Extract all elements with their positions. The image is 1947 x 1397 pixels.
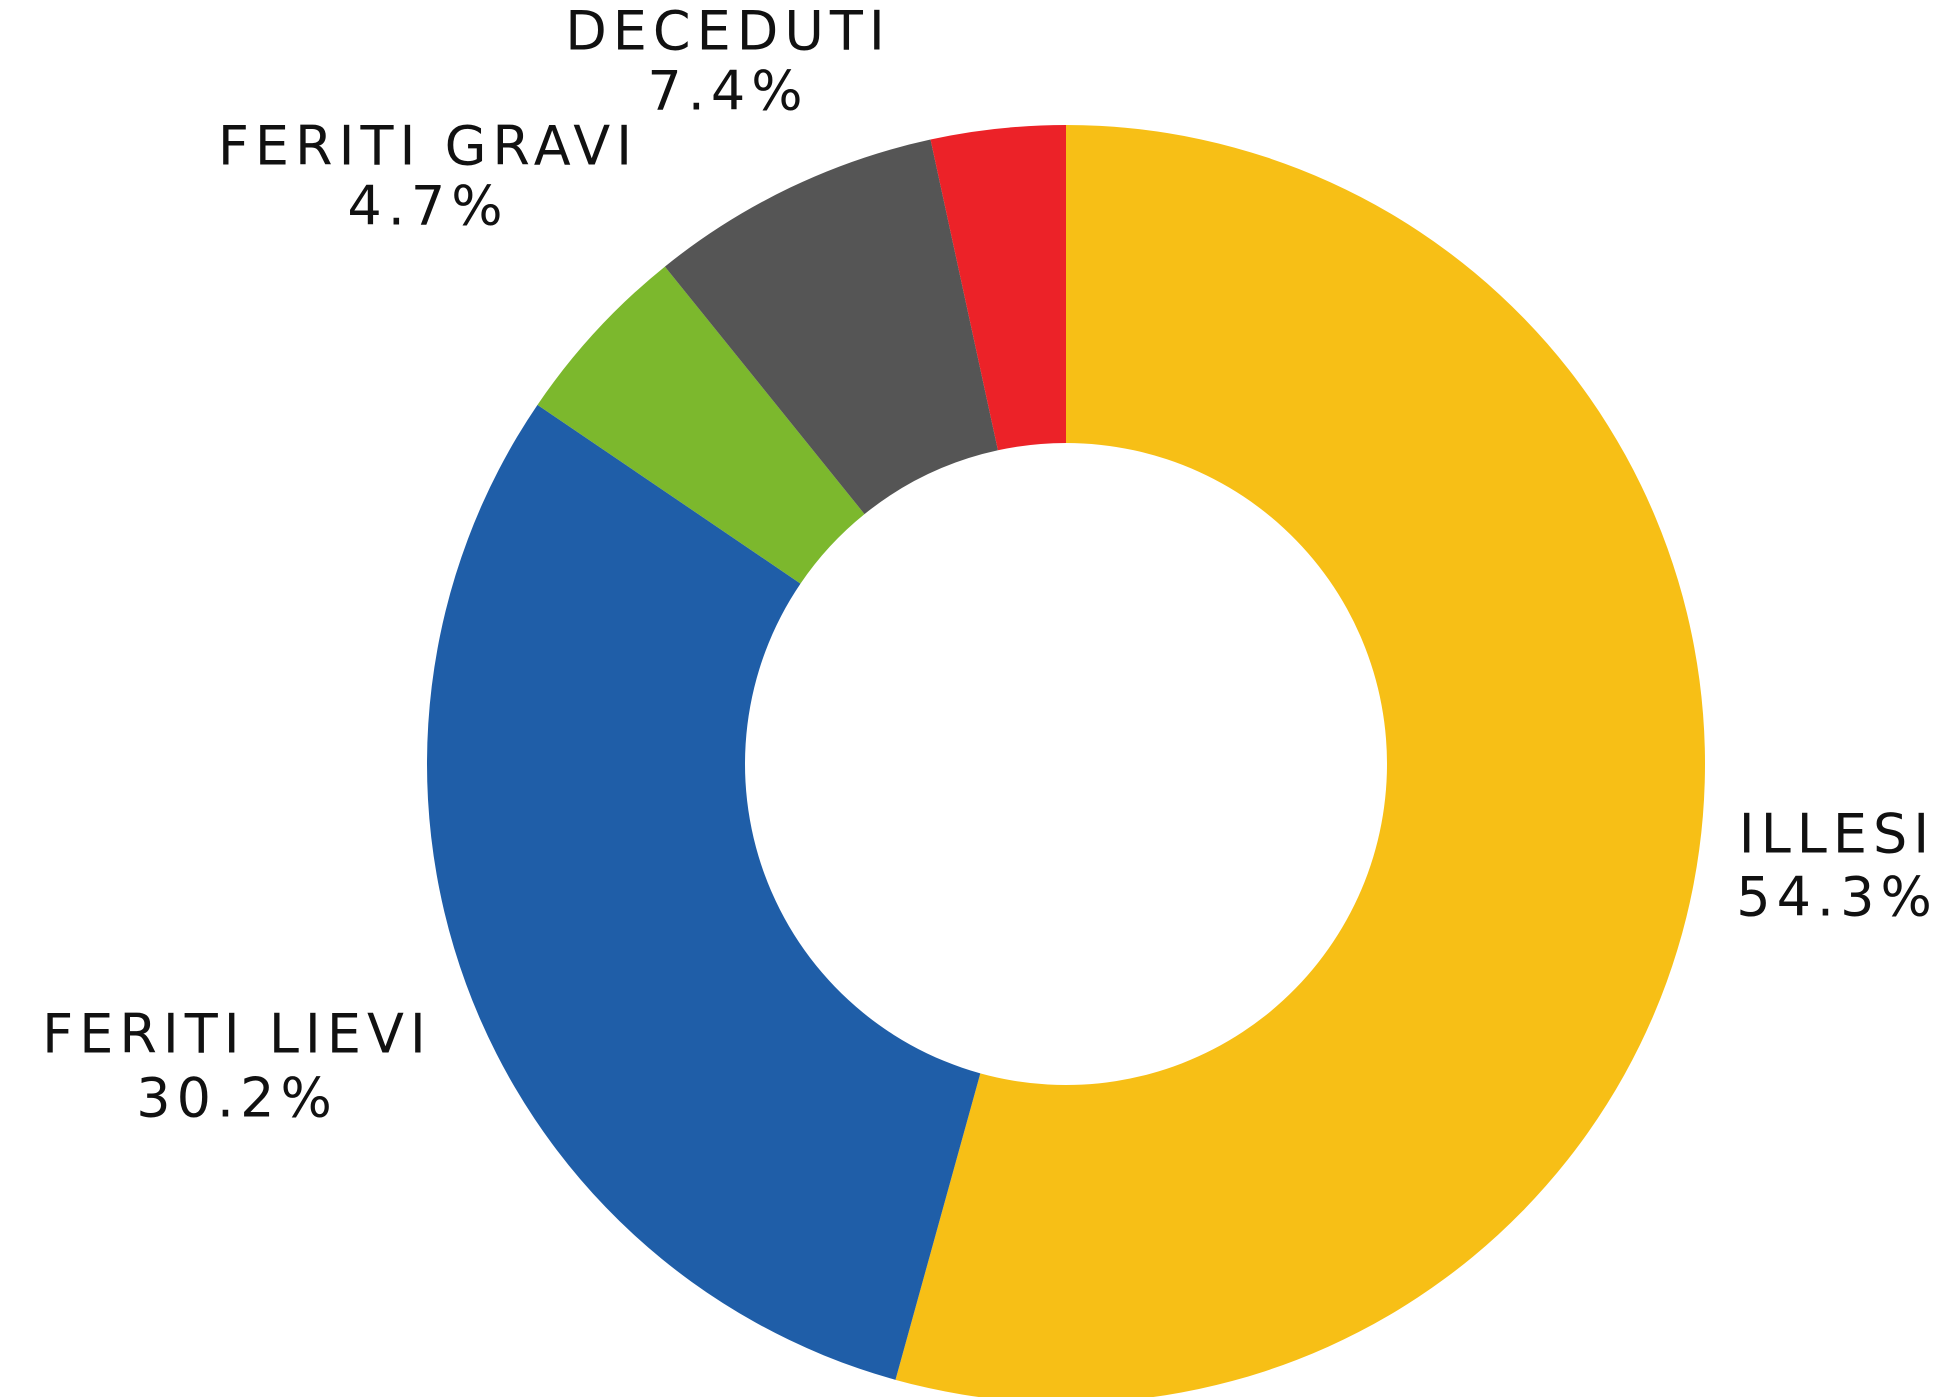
donut-slice — [537, 266, 865, 584]
donut-slice — [895, 125, 1705, 1397]
slice-label: DECEDUTI — [565, 0, 891, 63]
slice-label: ILLESI — [1739, 803, 1935, 866]
slice-value-label: 30.2% — [136, 1067, 338, 1130]
slice-label: FERITI GRAVI — [218, 115, 638, 178]
donut-slice — [426, 404, 981, 1380]
slice-value-label: 54.3% — [1736, 866, 1938, 929]
donut-slice — [930, 125, 1066, 451]
slice-label: FERITI LIEVI — [42, 1003, 432, 1066]
slice-value-label: 4.7% — [347, 175, 508, 238]
donut-slice — [664, 139, 998, 515]
slice-value-label: 7.4% — [647, 60, 808, 123]
